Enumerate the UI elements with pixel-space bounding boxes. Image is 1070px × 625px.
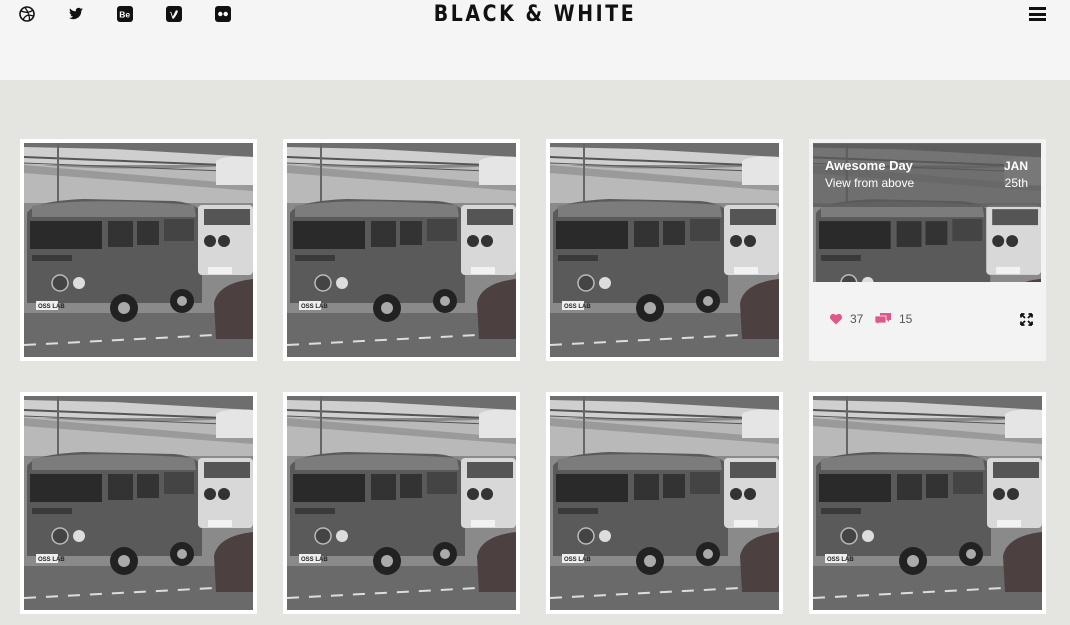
gallery-item[interactable] — [283, 392, 520, 614]
gallery-item[interactable] — [283, 139, 520, 361]
behance-icon[interactable]: Be — [116, 5, 134, 23]
gallery-photo — [550, 396, 779, 610]
gallery-photo — [550, 143, 779, 357]
photo-month: JAN — [1003, 159, 1028, 173]
heart-icon — [829, 313, 843, 325]
photo-day: 25th — [1004, 176, 1028, 190]
featured-photo[interactable]: Awesome Day View from above JAN 25th — [813, 143, 1041, 282]
comments-stat[interactable]: 15 — [875, 312, 912, 326]
svg-text:Be: Be — [119, 10, 130, 20]
gallery-item[interactable] — [20, 392, 257, 614]
photo-title: Awesome Day — [825, 158, 913, 173]
photo-stats: 37 15 — [813, 282, 1041, 352]
flickr-icon[interactable] — [214, 5, 232, 23]
gallery-photo — [287, 143, 516, 357]
likes-stat[interactable]: 37 — [829, 312, 863, 326]
dribbble-icon[interactable] — [18, 5, 36, 23]
hamburger-menu-icon[interactable] — [1029, 7, 1046, 21]
expand-icon[interactable] — [1020, 313, 1033, 326]
site-title[interactable]: BLACK & WHITE — [433, 2, 637, 27]
vimeo-icon[interactable] — [165, 5, 183, 23]
gallery-item[interactable] — [546, 139, 783, 361]
gallery-item[interactable] — [809, 392, 1046, 614]
comments-icon — [875, 313, 891, 325]
gallery-photo — [24, 143, 253, 357]
twitter-icon[interactable] — [67, 5, 85, 23]
site-header: Be BLACK & WHITE — [0, 0, 1070, 80]
comments-count: 15 — [899, 312, 913, 326]
gallery-photo — [813, 396, 1042, 610]
photo-caption-overlay: Awesome Day View from above JAN 25th — [813, 143, 1041, 207]
gallery-item[interactable] — [546, 392, 783, 614]
gallery-photo — [24, 396, 253, 610]
gallery-item[interactable] — [20, 139, 257, 361]
gallery-photo — [287, 396, 516, 610]
gallery-item-featured[interactable]: Awesome Day View from above JAN 25th 37 … — [809, 139, 1046, 361]
likes-count: 37 — [850, 312, 864, 326]
social-links: Be — [18, 5, 263, 23]
photo-subtitle: View from above — [825, 176, 915, 190]
